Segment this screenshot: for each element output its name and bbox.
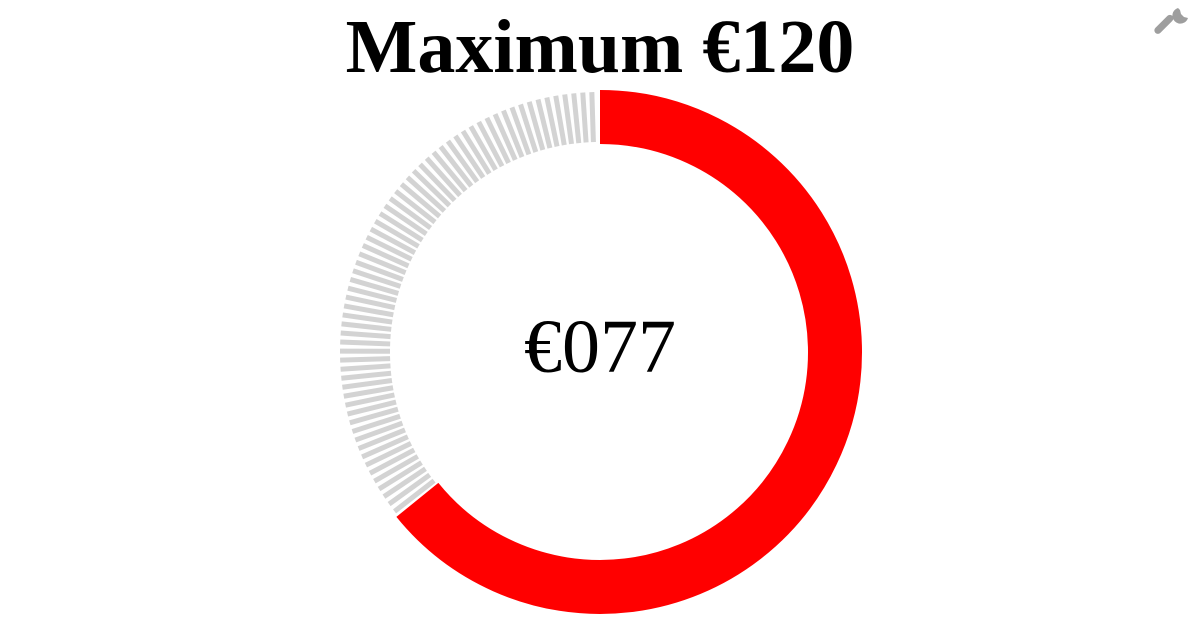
gauge-remainder-tick bbox=[346, 399, 397, 417]
gauge-remainder-tick bbox=[347, 285, 398, 303]
gauge-remainder-tick bbox=[399, 182, 442, 219]
gauge-remainder-tick bbox=[431, 150, 468, 193]
gauge-remainder-tick bbox=[361, 243, 410, 269]
gauge-remainder-tick bbox=[345, 294, 396, 311]
gauge-remainder-tick bbox=[340, 363, 391, 372]
gauge-remainder-tick bbox=[387, 472, 432, 507]
gauge-remainder-tick bbox=[405, 175, 447, 213]
gauge-remainder-tick bbox=[383, 203, 428, 237]
gauge-remainder-tick bbox=[468, 125, 498, 172]
gauge-remainder-tick bbox=[344, 392, 395, 408]
gauge-remainder-tick bbox=[562, 94, 574, 145]
gauge-remainder-tick bbox=[394, 189, 437, 225]
gauge-remainder-tick bbox=[509, 106, 532, 156]
gauge-remainder-tick bbox=[393, 478, 436, 514]
gauge-remainder-tick bbox=[342, 378, 393, 390]
gauge-remainder-tick bbox=[343, 385, 394, 399]
gauge-remainder-tick bbox=[340, 330, 391, 340]
gauge-remainder-tick bbox=[358, 251, 407, 275]
gauge-remainder-tick bbox=[355, 259, 404, 282]
gauge-remainder-tick bbox=[553, 95, 567, 146]
gauge-remainder-tick bbox=[445, 139, 480, 184]
gauge-remainder-tick bbox=[484, 116, 511, 165]
gauge-remainder-tick bbox=[518, 103, 539, 153]
gauge-remainder-tick bbox=[580, 92, 589, 143]
gauge-remainder-tick bbox=[418, 162, 457, 203]
gauge-remainder-tick bbox=[460, 129, 492, 175]
gauge-remainder-tick bbox=[343, 303, 394, 318]
gauge-remainder-tick bbox=[351, 413, 401, 434]
gauge-remainder-tick bbox=[377, 460, 423, 492]
gauge-remainder-tick bbox=[492, 113, 518, 161]
gauge-remainder-tick bbox=[352, 268, 402, 289]
gauge-remainder-tick bbox=[349, 406, 399, 426]
gauge-remainder-tick bbox=[535, 98, 553, 149]
gauge-remainder-tick bbox=[364, 441, 413, 468]
gauge-remainder-tick bbox=[369, 226, 417, 255]
gauge-remainder-tick bbox=[378, 211, 424, 243]
gauge-remainder-tick bbox=[589, 92, 596, 143]
gauge-remainder-tick bbox=[501, 109, 525, 158]
gauge-remainder-tick bbox=[438, 145, 474, 188]
gauge-remainder-tick bbox=[476, 120, 505, 168]
gauge-remainder-tick bbox=[411, 168, 452, 208]
chart-title: Maximum €120 bbox=[345, 5, 855, 89]
gauge-remainder-tick bbox=[341, 321, 392, 332]
gauge-remainder-ticks bbox=[339, 92, 596, 514]
gauge-remainder-tick bbox=[340, 339, 391, 347]
gauge-remainder-tick bbox=[342, 312, 393, 325]
gauge-remainder-tick bbox=[354, 420, 404, 443]
gauge-remainder-tick bbox=[373, 454, 420, 484]
gauge-remainder-tick bbox=[340, 356, 391, 363]
gauge-remainder-tick bbox=[349, 277, 400, 296]
gauge-remainder-tick bbox=[361, 434, 409, 460]
gauge-remainder-tick bbox=[526, 101, 546, 151]
gauge-remainder-tick bbox=[365, 234, 413, 262]
gauge-fill-arc bbox=[396, 90, 862, 614]
gauge-remainder-tick bbox=[571, 93, 582, 144]
gauge-remainder-tick bbox=[388, 196, 433, 230]
wrench-icon[interactable] bbox=[1150, 2, 1194, 46]
gauge-remainder-tick bbox=[382, 466, 427, 499]
gauge-remainder-tick bbox=[368, 447, 416, 476]
gauge-remainder-tick bbox=[357, 427, 406, 451]
gauge-value-label: €077 bbox=[524, 305, 676, 389]
gauge-remainder-tick bbox=[341, 370, 392, 381]
gauge-remainder-tick bbox=[374, 219, 420, 249]
gauge-remainder-tick bbox=[544, 96, 560, 147]
gauge-remainder-tick bbox=[424, 156, 462, 198]
gauge-remainder-tick bbox=[453, 134, 486, 179]
